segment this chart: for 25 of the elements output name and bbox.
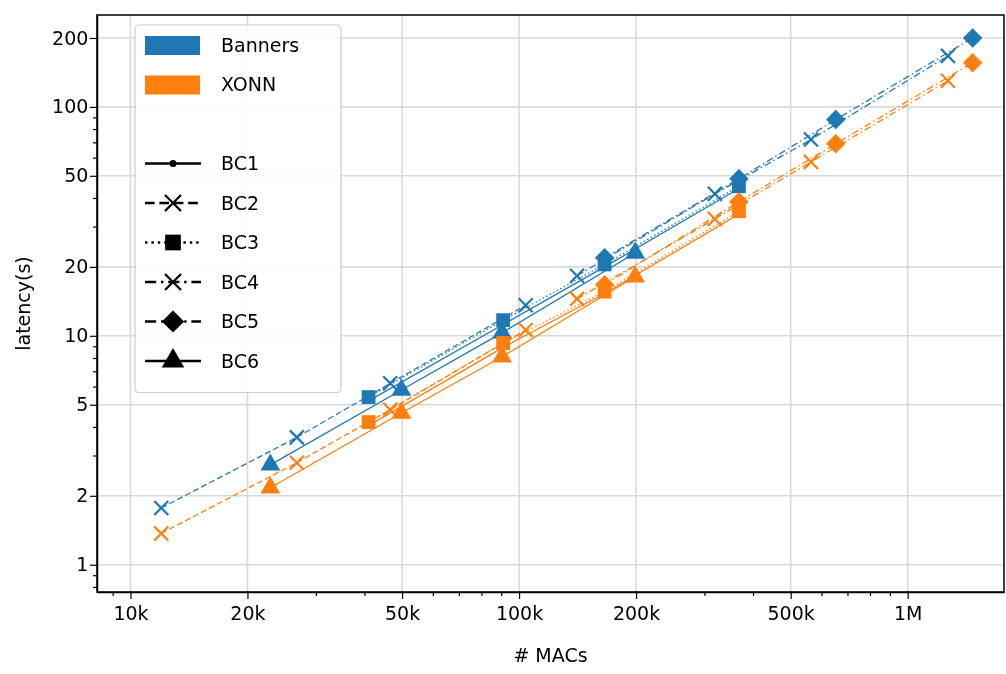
- y-tick-label: 2: [76, 484, 89, 507]
- x-tick-label: 500k: [767, 601, 815, 624]
- legend-label: BC5: [221, 310, 260, 333]
- y-axis-title: latency(s): [12, 256, 34, 351]
- x-tick-label: 200k: [612, 601, 661, 624]
- legend-label: BC2: [221, 191, 260, 214]
- y-tick-label: 100: [52, 95, 89, 118]
- x-tick-label: 1M: [893, 601, 923, 624]
- x-tick-label: 20k: [230, 601, 266, 624]
- x-tick-label: 100k: [495, 601, 544, 624]
- legend-label: XONN: [221, 73, 277, 96]
- x-tick-label: 10k: [113, 601, 149, 624]
- y-tick-label: 50: [64, 164, 89, 187]
- legend-label: BC1: [221, 152, 260, 175]
- x-axis-title: # MACs: [513, 644, 588, 666]
- legend-label: BC4: [221, 270, 260, 293]
- y-tick-label: 10: [64, 324, 89, 347]
- y-tick-label: 200: [52, 26, 89, 49]
- legend-label: BC3: [221, 231, 260, 254]
- y-tick-label: 20: [64, 255, 89, 278]
- y-tick-label: 1: [76, 553, 89, 576]
- y-tick-label: 5: [76, 393, 89, 416]
- x-tick-label: 50k: [385, 601, 421, 624]
- legend-label: Banners: [221, 33, 300, 56]
- legend-label: BC6: [221, 349, 260, 372]
